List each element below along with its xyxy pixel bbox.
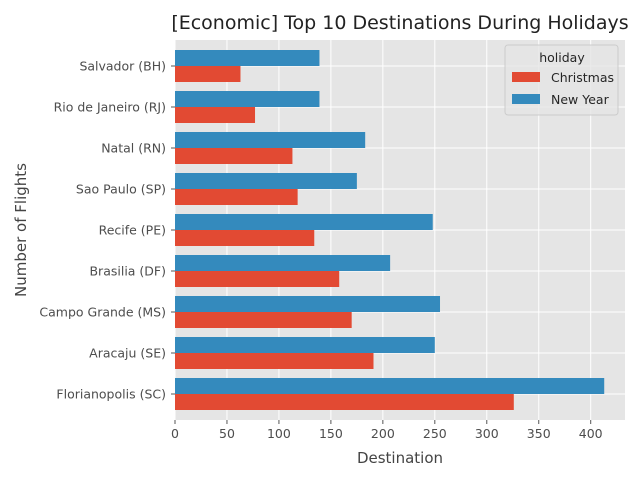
x-tick-label: 200 (371, 426, 395, 441)
y-tick-label: Recife (PE) (99, 223, 166, 238)
x-tick-label: 400 (579, 426, 603, 441)
bar-new-year-brasilia-df (175, 255, 391, 271)
bar-new-year-florianopolis-sc (175, 378, 605, 394)
legend: holiday Christmas New Year (504, 44, 619, 116)
x-axis-ticks: 0 50 100 150 200 250 300 350 400 (171, 420, 603, 441)
x-axis-label: Destination (357, 449, 443, 467)
bar-new-year-rio-de-janeiro-rj (175, 91, 320, 107)
legend-title: holiday (539, 50, 585, 65)
y-tick-label: Aracaju (SE) (89, 346, 166, 361)
bar-new-year-aracaju-se (175, 337, 435, 353)
legend-label-christmas: Christmas (551, 70, 614, 85)
x-tick-label: 50 (219, 426, 235, 441)
bar-christmas-rio-de-janeiro-rj (175, 107, 256, 123)
bar-new-year-recife-pe (175, 214, 433, 230)
bar-christmas-natal-rn (175, 148, 293, 164)
y-tick-label: Salvador (BH) (79, 59, 166, 74)
bar-new-year-natal-rn (175, 132, 366, 148)
y-tick-label: Brasilia (DF) (89, 264, 166, 279)
bar-christmas-sao-paulo-sp (175, 189, 298, 205)
y-tick-label: Florianopolis (SC) (56, 387, 166, 402)
bar-christmas-salvador-bh (175, 66, 241, 82)
x-tick-label: 300 (475, 426, 499, 441)
y-tick-label: Sao Paulo (SP) (76, 182, 166, 197)
y-tick-label: Natal (RN) (101, 141, 166, 156)
x-tick-label: 350 (527, 426, 551, 441)
bars (175, 50, 605, 410)
x-tick-label: 250 (423, 426, 447, 441)
x-tick-label: 100 (267, 426, 291, 441)
y-tick-label: Campo Grande (MS) (39, 305, 166, 320)
x-tick-label: 0 (171, 426, 179, 441)
bar-christmas-recife-pe (175, 230, 315, 246)
y-axis-label: Number of Flights (12, 163, 30, 297)
bar-christmas-florianopolis-sc (175, 394, 514, 410)
bar-christmas-aracaju-se (175, 353, 374, 369)
legend-swatch-new-year (512, 94, 540, 104)
bar-new-year-salvador-bh (175, 50, 320, 66)
bar-new-year-campo-grande-ms (175, 296, 441, 312)
legend-swatch-christmas (512, 72, 540, 82)
y-axis-ticks: Salvador (BH) Rio de Janeiro (RJ) Natal (R… (39, 59, 175, 402)
bar-christmas-campo-grande-ms (175, 312, 352, 328)
legend-label-new-year: New Year (551, 92, 610, 107)
y-tick-label: Rio de Janeiro (RJ) (54, 100, 166, 115)
x-tick-label: 150 (319, 426, 343, 441)
bar-christmas-brasilia-df (175, 271, 340, 287)
chart-title: [Economic] Top 10 Destinations During Ho… (171, 12, 628, 34)
bar-new-year-sao-paulo-sp (175, 173, 357, 189)
